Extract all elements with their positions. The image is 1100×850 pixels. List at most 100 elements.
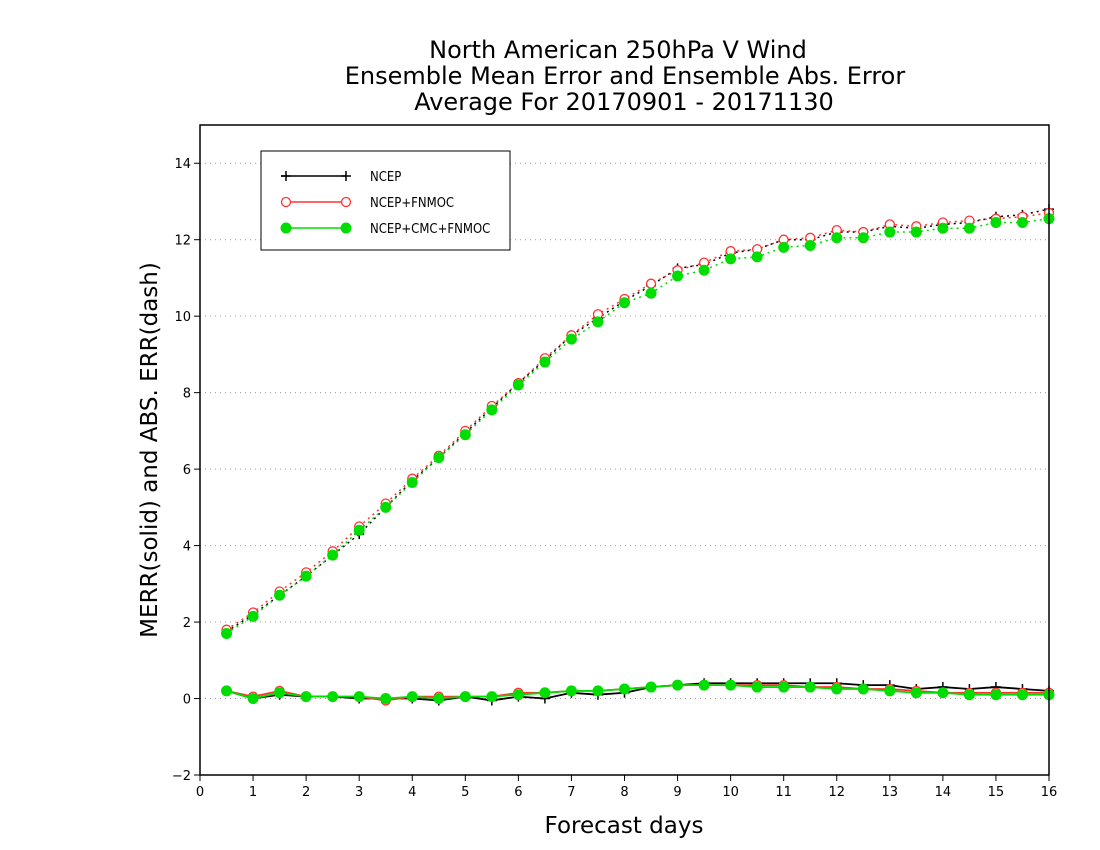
legend-marker-end-1 xyxy=(340,196,352,208)
title-line-1: North American 250hPa V Wind xyxy=(429,36,807,64)
mean-err-point-2-24 xyxy=(857,683,869,695)
abs-err-point-2-8 xyxy=(433,452,445,464)
abs-err-point-2-14 xyxy=(592,316,604,328)
series-ncep-fnmoc xyxy=(221,207,1055,706)
y-tick-label-2: 2 xyxy=(183,616,191,631)
abs-err-line-0 xyxy=(226,208,1050,633)
abs-err-point-1-16 xyxy=(645,278,657,289)
mean-err-point-2-8 xyxy=(433,693,445,705)
abs-err-point-2-23 xyxy=(831,232,843,244)
mean-err-point-2-29 xyxy=(990,689,1002,701)
abs-err-point-2-25 xyxy=(884,226,896,238)
abs-err-point-2-2 xyxy=(274,589,286,601)
x-tick-label-5: 5 xyxy=(461,785,469,800)
abs-err-line-2 xyxy=(226,217,1050,635)
abs-err-point-2-19 xyxy=(725,253,737,265)
abs-err-point-2-22 xyxy=(804,239,816,251)
abs-err-line-1 xyxy=(226,212,1050,631)
y-axis-ticks: −2 0 2 4 6 8 10 12 14 xyxy=(172,157,200,784)
mean-err-point-2-28 xyxy=(963,689,975,701)
mean-err-point-2-18 xyxy=(698,679,710,691)
mean-err-point-2-17 xyxy=(672,679,684,691)
plot-frame xyxy=(199,124,1050,776)
y-tick-label-0: −2 xyxy=(172,769,191,784)
legend-marker-start-1 xyxy=(280,196,292,208)
abs-err-point-2-27 xyxy=(937,222,949,234)
x-tick-label-7: 7 xyxy=(567,785,575,800)
x-tick-label-0: 0 xyxy=(196,785,204,800)
abs-err-point-2-24 xyxy=(857,232,869,244)
mean-err-point-2-30 xyxy=(1016,689,1028,701)
mean-err-point-2-9 xyxy=(459,691,471,703)
abs-err-point-2-28 xyxy=(963,222,975,234)
abs-err-point-2-3 xyxy=(300,570,312,582)
y-tick-label-1: 0 xyxy=(183,693,191,708)
y-tick-label-4: 6 xyxy=(183,463,191,478)
abs-err-point-2-21 xyxy=(778,241,790,253)
abs-err-point-2-18 xyxy=(698,264,710,276)
abs-err-point-2-10 xyxy=(486,404,498,416)
y-axis-label: MERR(solid) and ABS. ERR(dash) xyxy=(137,262,163,638)
mean-err-point-2-0 xyxy=(221,685,233,697)
abs-err-point-2-29 xyxy=(990,217,1002,228)
legend-marker-start-2 xyxy=(280,222,292,234)
mean-err-point-2-27 xyxy=(937,687,949,699)
x-tick-label-12: 12 xyxy=(828,785,845,800)
mean-err-point-2-23 xyxy=(831,683,843,695)
mean-err-point-2-20 xyxy=(751,681,763,693)
legend-box xyxy=(260,150,511,251)
mean-err-point-2-26 xyxy=(910,687,922,699)
abs-err-point-2-9 xyxy=(459,429,471,441)
legend-marker-end-2 xyxy=(340,222,352,234)
mean-err-point-2-16 xyxy=(645,681,657,693)
abs-err-point-2-20 xyxy=(751,251,763,263)
x-axis-label: Forecast days xyxy=(545,813,704,839)
x-tick-label-10: 10 xyxy=(722,785,739,800)
legend: NCEP NCEP+FNMOC NCEP+CMC+FNMOC xyxy=(260,150,511,251)
legend-marker-start-0 xyxy=(281,171,291,181)
x-tick-label-13: 13 xyxy=(882,785,899,800)
x-tick-label-4: 4 xyxy=(408,785,416,800)
x-tick-label-6: 6 xyxy=(514,785,522,800)
x-tick-label-15: 15 xyxy=(988,785,1005,800)
series-ncep xyxy=(221,204,1054,706)
title-line-2: Ensemble Mean Error and Ensemble Abs. Er… xyxy=(345,62,906,90)
mean-err-point-2-3 xyxy=(300,691,312,703)
abs-err-point-2-0 xyxy=(221,628,233,640)
abs-err-point-2-6 xyxy=(380,501,392,513)
mean-err-point-2-5 xyxy=(353,691,365,703)
mean-err-point-2-22 xyxy=(804,681,816,693)
mean-err-point-2-7 xyxy=(406,691,418,703)
mean-err-point-2-13 xyxy=(565,685,577,697)
abs-err-point-2-4 xyxy=(327,549,339,561)
x-tick-label-11: 11 xyxy=(775,785,792,800)
y-tick-label-8: 14 xyxy=(174,157,191,172)
x-tick-label-2: 2 xyxy=(302,785,310,800)
mean-err-point-2-11 xyxy=(512,689,524,701)
legend-label-2: NCEP+CMC+FNMOC xyxy=(370,222,490,237)
x-tick-label-14: 14 xyxy=(935,785,952,800)
mean-err-point-2-1 xyxy=(247,693,259,705)
legend-label-0: NCEP xyxy=(370,170,401,185)
x-tick-label-3: 3 xyxy=(355,785,363,800)
mean-err-point-2-21 xyxy=(778,681,790,693)
abs-err-point-2-5 xyxy=(353,524,365,536)
abs-err-point-2-7 xyxy=(406,477,418,488)
mean-err-point-2-10 xyxy=(486,691,498,703)
x-tick-label-8: 8 xyxy=(620,785,628,800)
y-tick-label-5: 8 xyxy=(183,387,191,402)
series-ncep-cmc-fnmoc xyxy=(221,213,1055,705)
series-layer xyxy=(221,204,1055,706)
mean-err-point-2-6 xyxy=(380,693,392,705)
y-tick-label-6: 10 xyxy=(174,310,191,325)
abs-err-point-2-12 xyxy=(539,356,551,368)
mean-err-point-2-25 xyxy=(884,685,896,697)
abs-err-point-2-17 xyxy=(672,270,684,282)
gridlines xyxy=(200,162,1049,776)
title-line-3: Average For 20170901 - 20171130 xyxy=(414,88,834,116)
mean-err-point-2-4 xyxy=(327,691,339,703)
chart-title: North American 250hPa V Wind Ensemble Me… xyxy=(345,36,906,116)
abs-err-point-2-16 xyxy=(645,287,657,299)
abs-err-point-2-15 xyxy=(619,297,630,309)
